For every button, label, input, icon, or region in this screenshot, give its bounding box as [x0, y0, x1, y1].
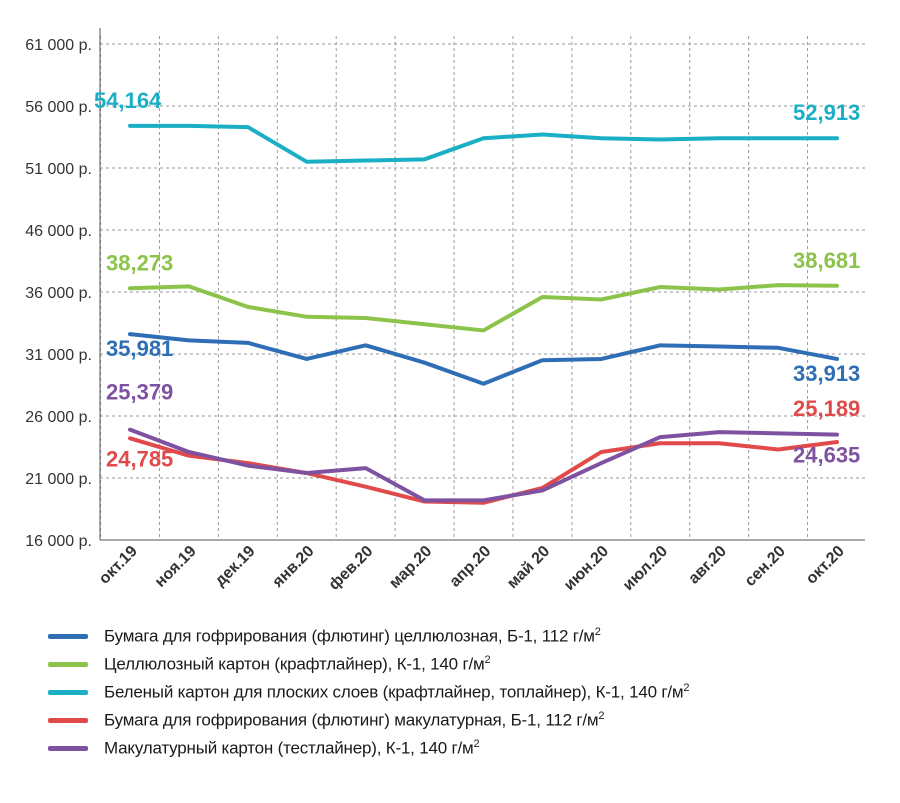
x-tick-label: ноя.19 [152, 543, 200, 591]
x-tick-label: апр.20 [447, 543, 495, 591]
y-tick-label: 21 000 р. [25, 471, 92, 488]
start-value-label: 35,981 [106, 336, 173, 361]
x-tick-label: авг.20 [685, 543, 730, 588]
y-tick-label: 46 000 р. [25, 223, 92, 240]
x-tick-label: окт.19 [96, 543, 141, 588]
end-value-label: 38,681 [793, 248, 860, 273]
legend: Бумага для гофрирования (флютинг) целлюл… [48, 622, 878, 762]
legend-unit-sup: 2 [594, 625, 601, 638]
start-value-label: 54,164 [94, 88, 162, 113]
series-line [128, 332, 839, 386]
y-tick-label: 31 000 р. [25, 347, 92, 364]
y-tick-label: 26 000 р. [25, 409, 92, 426]
legend-label: Бумага для гофрирования (флютинг) целлюл… [104, 626, 595, 646]
end-value-label: 52,913 [793, 100, 860, 125]
y-tick-label: 16 000 р. [25, 533, 92, 550]
y-tick-label: 61 000 р. [25, 37, 92, 54]
legend-item: Макулатурный картон (тестлайнер), К-1, 1… [48, 734, 878, 762]
legend-label: Целлюлозный картон (крафтлайнер), К-1, 1… [104, 654, 485, 674]
legend-label: Бумага для гофрирования (флютинг) макула… [104, 710, 599, 730]
x-tick-label: янв.20 [269, 543, 318, 592]
series-line [128, 427, 839, 503]
y-tick-label: 51 000 р. [25, 161, 92, 178]
series-line [128, 123, 839, 164]
legend-swatch [48, 633, 88, 639]
axes: 16 000 р. 21 000 р. 26 000 р. 31 000 р. 36 0… [25, 28, 865, 594]
legend-swatch [48, 717, 88, 723]
legend-swatch [48, 689, 88, 695]
x-tick-label: май 20 [504, 543, 553, 592]
start-value-label: 25,379 [106, 380, 173, 405]
series-line [128, 283, 839, 333]
legend-label: Макулатурный картон (тестлайнер), К-1, 1… [104, 738, 474, 758]
end-value-label: 25,189 [793, 396, 860, 421]
legend-unit-sup: 2 [598, 709, 605, 722]
x-tick-label: июн.20 [561, 543, 612, 594]
legend-item: Бумага для гофрирования (флютинг) целлюл… [48, 622, 878, 650]
x-tick-label: фев.20 [326, 543, 377, 594]
x-tick-label: дек.19 [212, 543, 259, 590]
start-value-label: 38,273 [106, 250, 173, 275]
legend-label: Беленый картон для плоских слоев (крафтл… [104, 682, 684, 702]
x-tick-label: мар.20 [386, 543, 435, 592]
legend-item: Целлюлозный картон (крафтлайнер), К-1, 1… [48, 650, 878, 678]
end-value-label: 33,913 [793, 361, 860, 386]
legend-swatch [48, 745, 88, 751]
legend-unit-sup: 2 [473, 737, 480, 750]
legend-unit-sup: 2 [683, 681, 690, 694]
legend-item: Беленый картон для плоских слоев (крафтл… [48, 678, 878, 706]
series-lines [128, 123, 839, 505]
end-value-label: 24,635 [793, 443, 860, 468]
line-chart: 16 000 р. 21 000 р. 26 000 р. 31 000 р. 36 0… [25, 28, 865, 594]
legend-item: Бумага для гофрирования (флютинг) макула… [48, 706, 878, 734]
start-value-label: 24,785 [106, 446, 173, 471]
x-tick-label: июл.20 [620, 543, 671, 594]
y-tick-label: 56 000 р. [25, 99, 92, 116]
x-tick-label: окт.20 [803, 543, 848, 588]
legend-swatch [48, 661, 88, 667]
y-tick-label: 36 000 р. [25, 285, 92, 302]
series-line [128, 436, 839, 505]
x-tick-label: сен.20 [742, 543, 789, 590]
data-labels: 35,981 33,913 38,273 38,681 54,164 52,913 24,7… [94, 88, 860, 471]
legend-unit-sup: 2 [484, 653, 491, 666]
